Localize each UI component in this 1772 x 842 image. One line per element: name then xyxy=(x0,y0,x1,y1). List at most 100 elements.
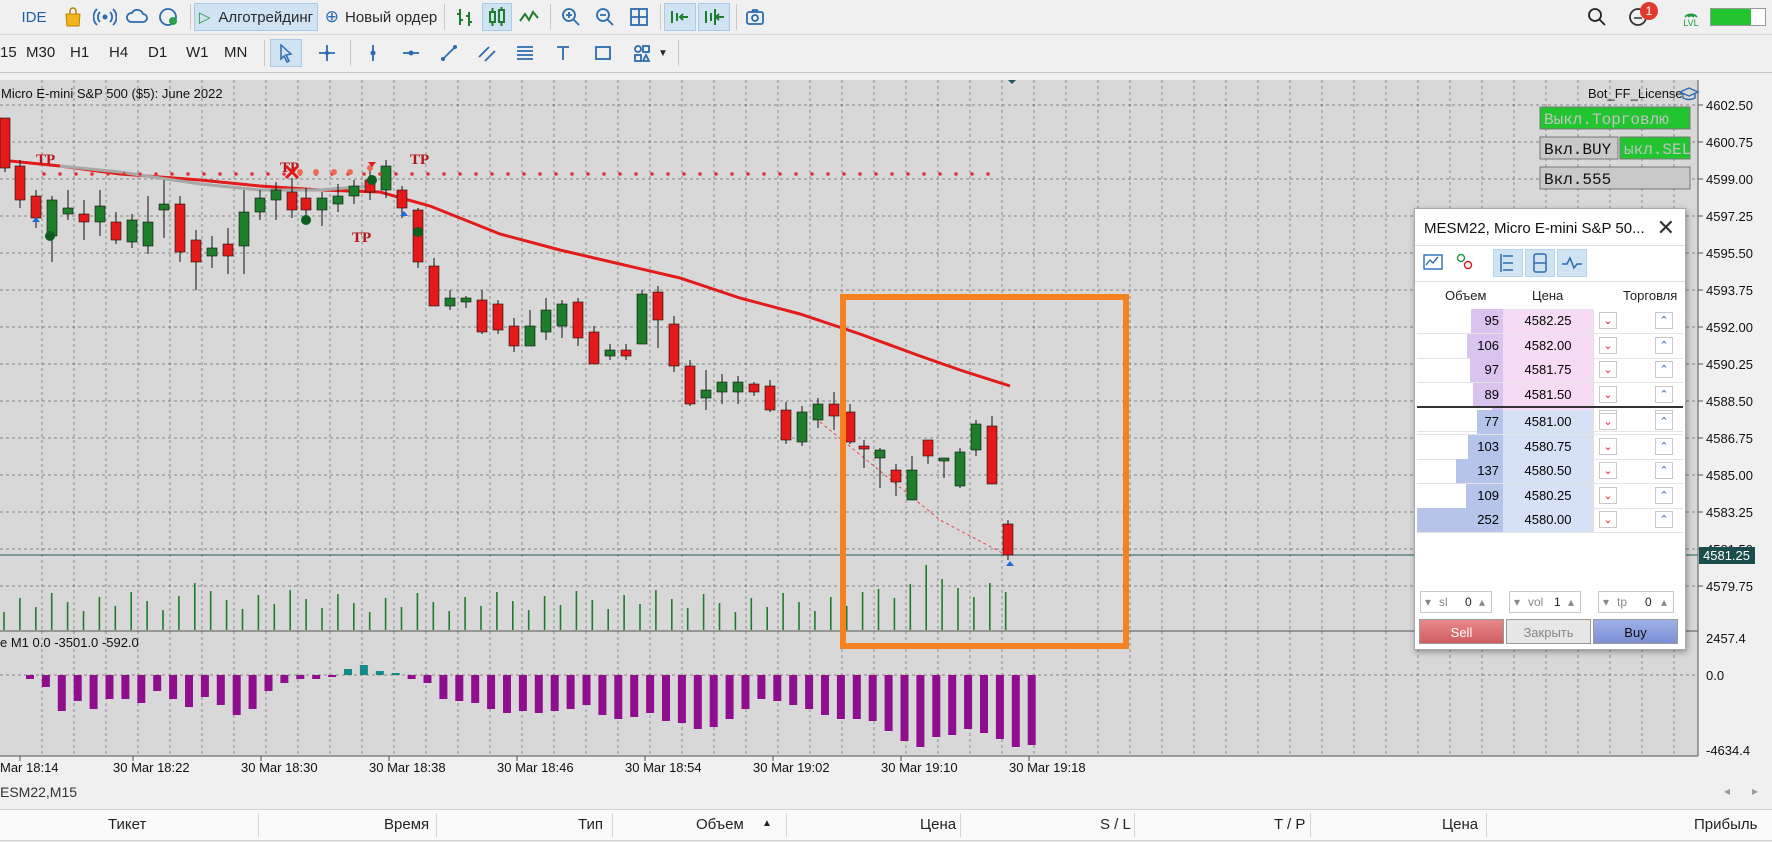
dom-bid-row[interactable]: 103 4580.75 ⌄ ⌃ xyxy=(1417,434,1683,460)
tp-stepper[interactable]: ▾ tp 0 ▴ xyxy=(1598,591,1674,613)
buy-limit-chevron-up-icon[interactable]: ⌃ xyxy=(1655,413,1673,430)
vol-value[interactable]: 1 xyxy=(1554,595,1561,609)
volume-stepper[interactable]: ▾ vol 1 ▴ xyxy=(1509,591,1581,613)
sell-limit-chevron-down-icon[interactable]: ⌄ xyxy=(1599,437,1617,455)
timeframe-h4[interactable]: H4 xyxy=(109,44,129,61)
close-icon[interactable]: ✕ xyxy=(1656,215,1675,240)
vertical-line-icon[interactable] xyxy=(358,39,388,67)
chevron-up-icon[interactable]: ▴ xyxy=(1568,595,1575,609)
timeframe-d1[interactable]: D1 xyxy=(148,44,168,61)
bot-555-button[interactable] xyxy=(1539,166,1691,190)
chart-shift-icon[interactable] xyxy=(698,3,730,31)
scroll-left-icon[interactable]: ◂ xyxy=(1724,784,1731,798)
sell-limit-chevron-down-icon[interactable]: ⌄ xyxy=(1599,336,1617,354)
notifications-button[interactable]: 1 xyxy=(1620,2,1658,31)
col-volume[interactable]: Объем xyxy=(696,816,744,833)
trendline-icon[interactable] xyxy=(434,39,464,67)
depth-of-market-panel[interactable]: MESM22, Micro E-mini S&P 50... ✕ Объем Ц… xyxy=(1414,208,1686,650)
buy-button[interactable]: Buy xyxy=(1593,619,1678,644)
sell-button[interactable]: Sell xyxy=(1419,619,1504,644)
dom-ask-row[interactable]: 95 4582.25 ⌄ ⌃ xyxy=(1417,309,1683,334)
chevron-down-icon[interactable]: ▾ xyxy=(1425,595,1432,609)
buy-on-button[interactable] xyxy=(1539,136,1619,160)
bar-chart-icon[interactable] xyxy=(450,3,480,31)
timeframe-m30[interactable]: M30 xyxy=(26,44,56,61)
dom-ask-row[interactable]: 97 4581.75 ⌄ ⌃ xyxy=(1417,358,1683,383)
dom-bid-row[interactable]: 109 4580.25 ⌄ ⌃ xyxy=(1417,483,1683,509)
shapes-menu-icon[interactable]: ▼ xyxy=(626,39,674,67)
algotrading-button[interactable]: ▷ Алготрейдинг xyxy=(194,3,318,31)
col-ticket[interactable]: Тикет xyxy=(108,816,147,833)
fibonacci-icon[interactable] xyxy=(510,39,540,67)
buy-limit-chevron-up-icon[interactable]: ⌃ xyxy=(1655,511,1673,528)
rectangle-tool-icon[interactable] xyxy=(588,39,618,67)
sell-limit-chevron-down-icon[interactable]: ⌄ xyxy=(1599,413,1617,430)
timeframe-mn[interactable]: MN xyxy=(224,44,248,61)
close-position-button[interactable]: Закрыть xyxy=(1506,619,1591,644)
timeframe-w1[interactable]: W1 xyxy=(186,44,209,61)
off-trading-button[interactable] xyxy=(1539,106,1691,130)
dom-price-value[interactable]: 4582.00 xyxy=(1503,333,1594,358)
text-tool-icon[interactable] xyxy=(548,39,578,67)
tp-value[interactable]: 0 xyxy=(1645,595,1652,609)
buy-limit-chevron-up-icon[interactable]: ⌃ xyxy=(1655,486,1673,504)
dom-price-value[interactable]: 4580.50 xyxy=(1503,459,1594,483)
buy-limit-chevron-up-icon[interactable]: ⌃ xyxy=(1655,385,1673,403)
dom-bid-row[interactable]: 137 4580.50 ⌄ ⌃ xyxy=(1417,459,1683,484)
dom-one-click-icon[interactable] xyxy=(1493,249,1523,277)
sell-limit-chevron-down-icon[interactable]: ⌄ xyxy=(1599,385,1617,403)
sl-value[interactable]: 0 xyxy=(1465,595,1472,609)
cursor-icon[interactable] xyxy=(270,39,302,67)
line-chart-icon[interactable] xyxy=(514,3,544,31)
buy-limit-chevron-up-icon[interactable]: ⌃ xyxy=(1655,462,1673,479)
dom-price-value[interactable]: 4580.75 xyxy=(1503,434,1594,459)
scroll-right-icon[interactable]: ▸ xyxy=(1752,784,1759,798)
col-tp[interactable]: T / P xyxy=(1274,816,1306,833)
tile-windows-icon[interactable] xyxy=(624,3,654,31)
horizontal-line-icon[interactable] xyxy=(396,39,426,67)
sell-limit-chevron-down-icon[interactable]: ⌄ xyxy=(1599,462,1617,479)
sell-off-button[interactable] xyxy=(1619,136,1691,160)
col-price-current[interactable]: Цена xyxy=(1442,816,1479,833)
crosshair-icon[interactable] xyxy=(312,39,342,67)
timeframe-h1[interactable]: H1 xyxy=(70,44,90,61)
cloud-icon[interactable] xyxy=(122,3,152,31)
sell-limit-chevron-down-icon[interactable]: ⌄ xyxy=(1599,511,1617,528)
buy-limit-chevron-up-icon[interactable]: ⌃ xyxy=(1655,336,1673,354)
dom-bid-row[interactable]: 252 4580.00 ⌄ ⌃ xyxy=(1417,508,1683,533)
toolbox-tab-label[interactable]: ESM22,M15 xyxy=(0,784,78,800)
sell-limit-chevron-down-icon[interactable]: ⌄ xyxy=(1599,312,1617,329)
auto-scroll-icon[interactable] xyxy=(664,3,696,31)
vps-icon[interactable] xyxy=(154,3,184,31)
sl-stepper[interactable]: ▾ sl 0 ▴ xyxy=(1420,591,1492,613)
search-icon[interactable] xyxy=(1582,3,1612,31)
market-bag-icon[interactable] xyxy=(58,3,88,31)
dom-chart-icon[interactable] xyxy=(1419,249,1449,277)
dom-center-icon[interactable] xyxy=(1525,249,1555,277)
chevron-down-icon[interactable]: ▾ xyxy=(1603,595,1610,609)
dom-ask-row[interactable]: 106 4582.00 ⌄ ⌃ xyxy=(1417,333,1683,359)
dom-price-value[interactable]: 4580.00 xyxy=(1503,508,1594,532)
dom-price-value[interactable]: 4581.50 xyxy=(1503,382,1594,407)
col-time[interactable]: Время xyxy=(384,816,430,833)
chevron-down-icon[interactable]: ▾ xyxy=(1514,595,1521,609)
chevron-up-icon[interactable]: ▴ xyxy=(1661,595,1668,609)
buy-limit-chevron-up-icon[interactable]: ⌃ xyxy=(1655,312,1673,329)
candle-chart-icon[interactable] xyxy=(482,3,512,31)
highlight-rectangle[interactable] xyxy=(840,294,1129,649)
col-type[interactable]: Тип xyxy=(578,816,604,833)
sell-limit-chevron-down-icon[interactable]: ⌄ xyxy=(1599,361,1617,378)
buy-limit-chevron-up-icon[interactable]: ⌃ xyxy=(1655,437,1673,455)
dom-price-value[interactable]: 4582.25 xyxy=(1503,309,1594,333)
dom-price-value[interactable]: 4580.25 xyxy=(1503,483,1594,508)
signals-icon[interactable] xyxy=(90,3,120,31)
channel-icon[interactable] xyxy=(472,39,502,67)
chevron-up-icon[interactable]: ▴ xyxy=(1479,595,1486,609)
col-profit[interactable]: Прибыль xyxy=(1694,816,1758,833)
dom-price-value[interactable]: 4581.75 xyxy=(1503,358,1594,382)
buy-limit-chevron-up-icon[interactable]: ⌃ xyxy=(1655,361,1673,378)
screenshot-icon[interactable] xyxy=(740,3,770,31)
dom-signal-icon[interactable] xyxy=(1557,249,1587,277)
new-order-button[interactable]: ⊕ Новый ордер xyxy=(322,3,440,31)
zoom-out-icon[interactable] xyxy=(590,3,620,31)
